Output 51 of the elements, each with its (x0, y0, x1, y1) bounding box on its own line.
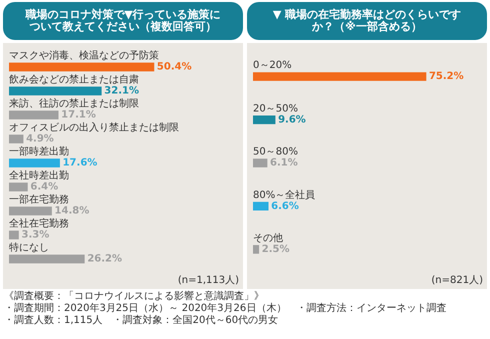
bar (253, 202, 269, 211)
bar (253, 245, 260, 254)
data-label: 14.8% (54, 206, 90, 217)
data-label: 9.6% (278, 114, 306, 126)
bar (9, 206, 52, 216)
category-label: 全社時差出勤 (9, 170, 69, 182)
bar (9, 86, 102, 96)
category-label: 特になし (9, 242, 49, 254)
category-label: 20～50% (253, 103, 298, 114)
data-label: 50.4% (156, 62, 192, 73)
data-label: 32.1% (104, 86, 139, 97)
chart-title: ▼ 職場の在宅勤務率はどのくらいですか？（※一部含める） (247, 2, 487, 40)
bar (9, 158, 60, 168)
category-label: 80%～全社員 (253, 190, 316, 201)
data-label: 4.9% (26, 134, 54, 145)
bar (9, 182, 28, 192)
category-label: その他 (253, 232, 283, 244)
bar (9, 110, 58, 120)
data-label: 2.5% (262, 244, 290, 255)
text: ・調査対象：全国20代～60代の男女 (112, 315, 278, 327)
text: ・調査方法：インターネット調査 (296, 303, 446, 315)
category-label: 一部時差出勤 (9, 146, 69, 158)
bar (253, 115, 276, 124)
category-label: 一部在宅勤務 (9, 194, 69, 206)
data-label: 17.1% (61, 110, 96, 121)
text: (n=1,113人) (178, 274, 239, 287)
data-label: 6.1% (270, 158, 298, 169)
text: ・調査期間：2020年3月25日（水）～ 2020年3月26日（木） (4, 303, 286, 314)
data-label: 6.4% (30, 182, 58, 193)
category-label: 飲み会などの禁止または自粛 (9, 74, 139, 86)
data-label: 6.6% (271, 200, 299, 212)
text: (n=821人) (431, 274, 483, 287)
bar (9, 62, 154, 72)
data-label: 26.2% (87, 254, 122, 265)
bar (9, 230, 19, 240)
data-label: 3.3% (21, 230, 50, 241)
bar (253, 72, 426, 81)
text: ・調査人数：1,115人 (4, 315, 103, 327)
category-label: 0～20% (253, 60, 292, 72)
data-label: 17.6% (62, 158, 98, 169)
bar (9, 134, 24, 144)
category-label: オフィスビルの出入り禁止または制限 (9, 122, 179, 134)
category-label: 50～80% (253, 146, 298, 158)
text: 《調査概要：「コロナウイルスによる影響と意識調査」》 (4, 291, 264, 302)
category-label: 全社在宅勤務 (9, 218, 69, 230)
category-label: マスクや消毒、検温などの予防策 (9, 50, 159, 62)
bar (9, 254, 85, 264)
data-label: 75.2% (428, 71, 464, 82)
bar (253, 158, 268, 168)
category-label: 来訪、往訪の禁止または制限 (9, 98, 139, 110)
chart-title: 職場のコロナ対策で▼行っている施策について教えてください（複数回答可） (3, 2, 243, 40)
